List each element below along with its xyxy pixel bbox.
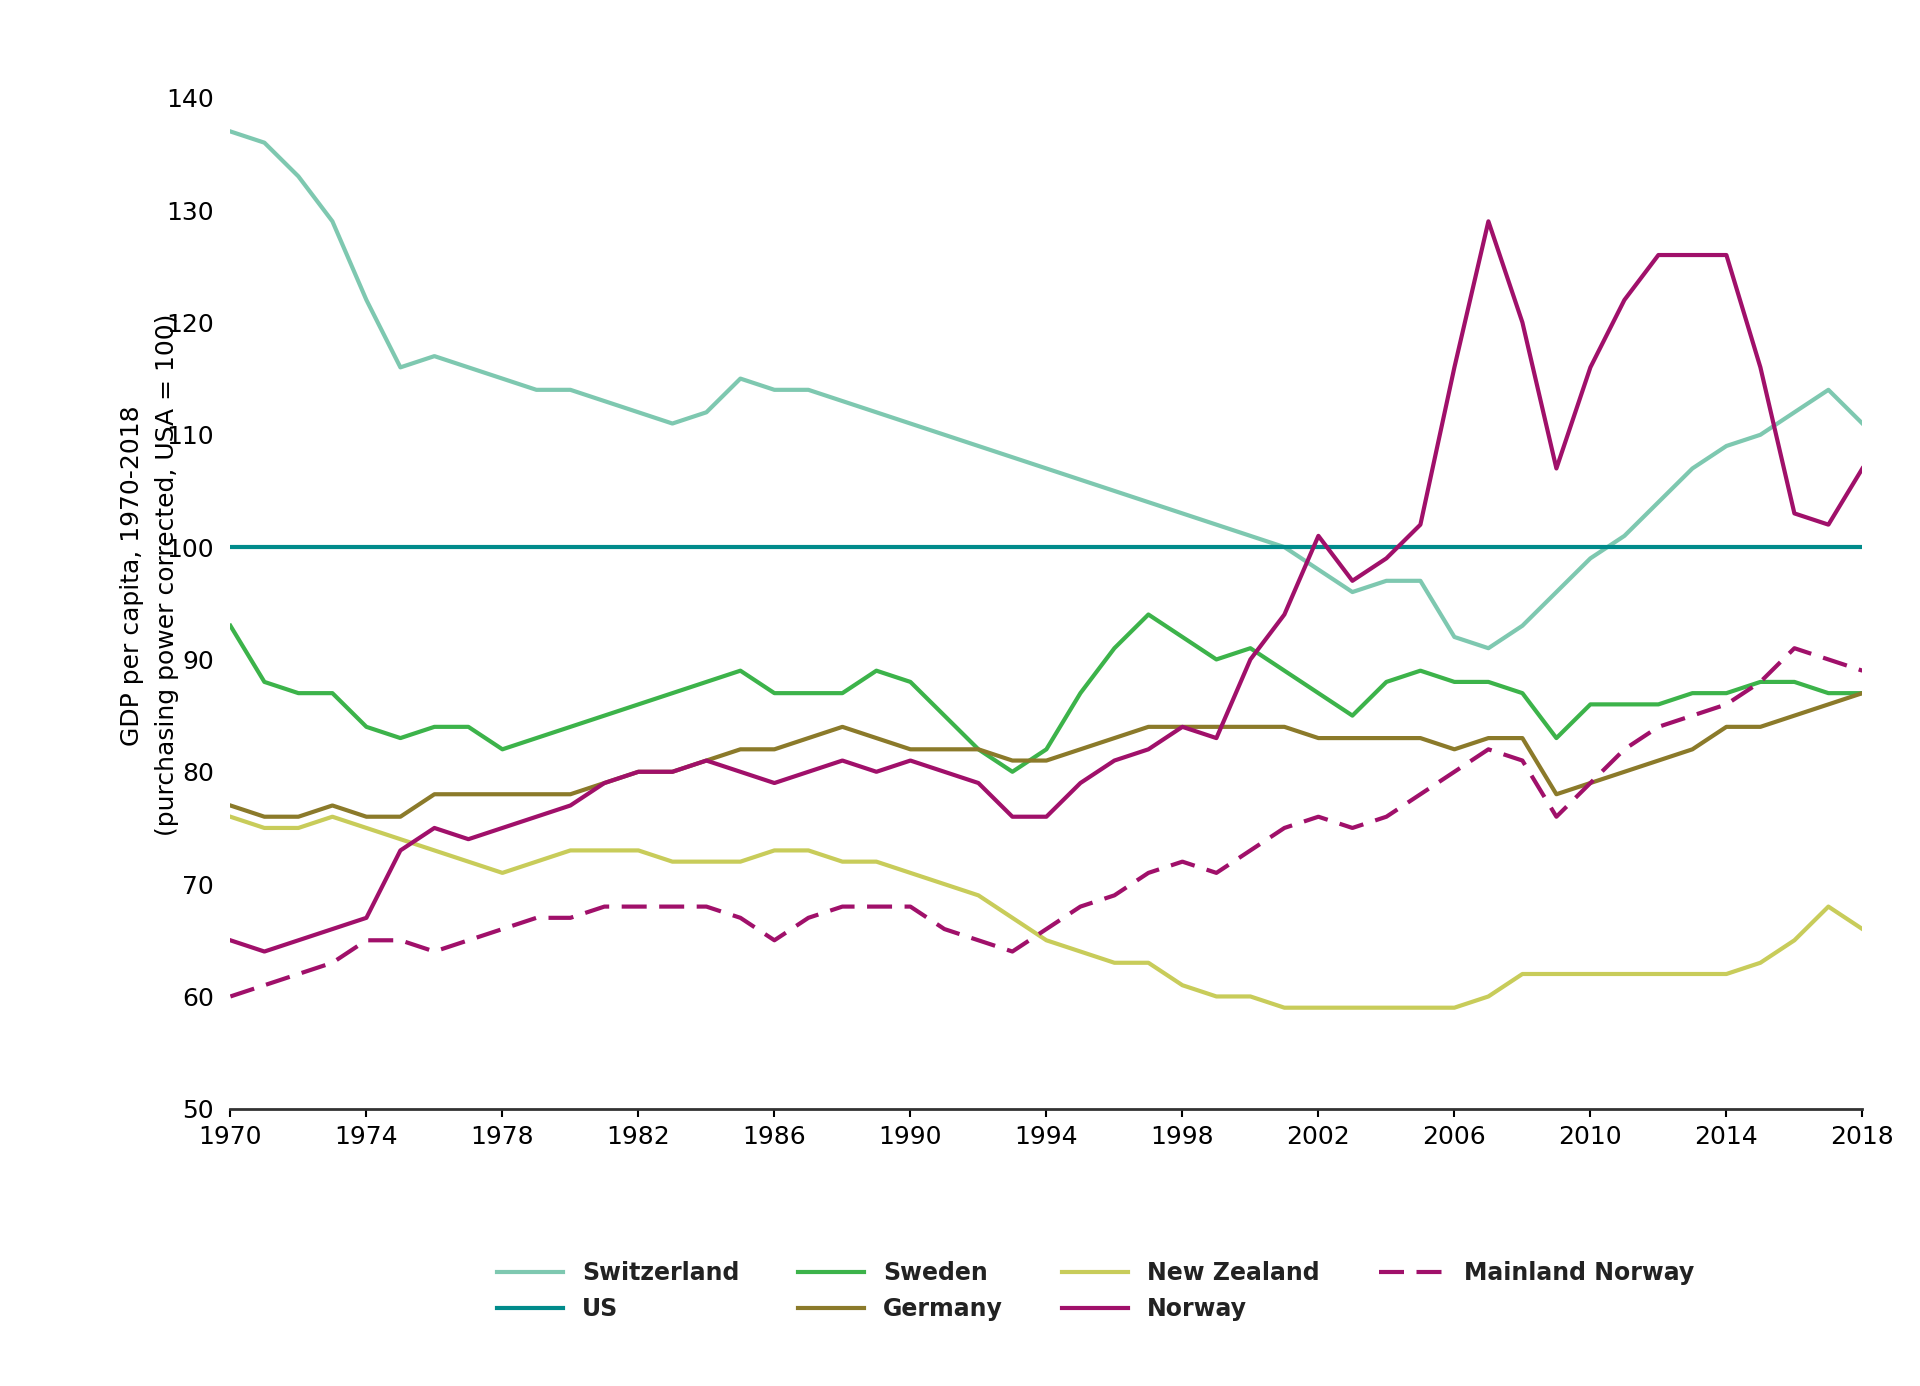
Y-axis label: GDP per capita, 1970-2018
(purchasing power corrected, USA = 100): GDP per capita, 1970-2018 (purchasing po… bbox=[119, 315, 179, 836]
Legend: Switzerland, US, Sweden, Germany, New Zealand, Norway, Mainland Norway: Switzerland, US, Sweden, Germany, New Ze… bbox=[497, 1261, 1693, 1321]
